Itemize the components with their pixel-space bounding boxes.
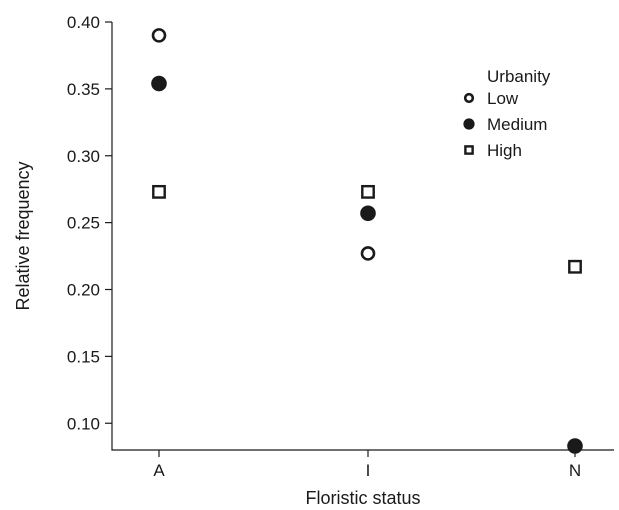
data-points [151, 28, 583, 454]
legend-title: Urbanity [487, 67, 551, 86]
y-tick-label: 0.25 [67, 214, 100, 233]
legend-marker-high [464, 145, 474, 155]
y-tick-label: 0.40 [67, 13, 100, 32]
legend-label-low: Low [487, 89, 519, 108]
legend-label-medium: Medium [487, 115, 547, 134]
y-axis-title: Relative frequency [13, 161, 33, 310]
data-point-medium [567, 438, 583, 454]
data-point-medium [151, 75, 167, 92]
y-tick-label: 0.20 [67, 281, 100, 300]
y-tick-label: 0.30 [67, 147, 100, 166]
y-tick-label: 0.15 [67, 347, 100, 366]
plot-axes [111, 22, 614, 451]
y-tick-label: 0.10 [67, 414, 100, 433]
legend-label-high: High [487, 141, 522, 160]
x-tick-label: I [366, 461, 371, 480]
x-tick-label: A [153, 461, 165, 480]
data-point-high [152, 184, 166, 199]
data-point-high [361, 184, 375, 199]
data-point-low [151, 28, 167, 43]
legend-items: Low Medium High [463, 89, 547, 160]
x-axis-title: Floristic status [305, 488, 420, 508]
axis-frame [111, 22, 614, 451]
data-point-low [360, 246, 376, 261]
legend-marker-medium [463, 118, 475, 130]
legend-marker-low [463, 92, 475, 104]
data-point-medium [360, 205, 376, 222]
data-point-high [568, 259, 582, 274]
legend: Urbanity Low Medium High [463, 67, 551, 160]
y-tick-label: 0.35 [67, 80, 100, 99]
y-axis-ticks: 0.10 0.15 0.20 0.25 0.30 0.35 0.40 [67, 13, 112, 433]
x-tick-label: N [569, 461, 581, 480]
